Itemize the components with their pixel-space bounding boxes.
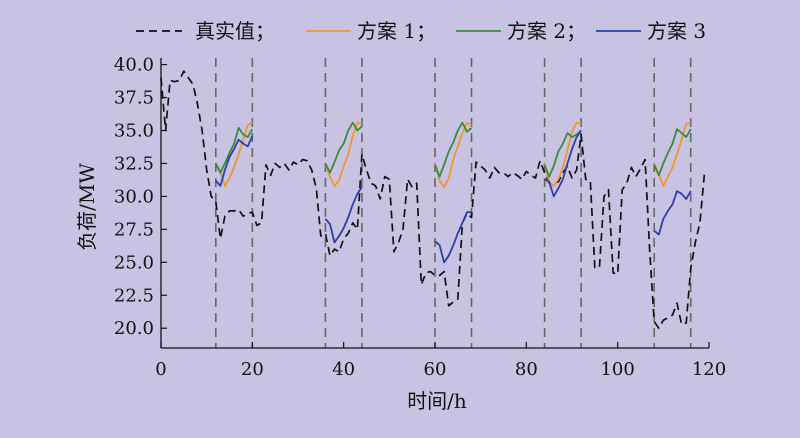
x-tick-label: 0 (155, 359, 166, 380)
y-axis-label: 负荷/MW (75, 163, 99, 251)
plot-series (160, 70, 706, 330)
series-2-line-3 (543, 129, 582, 178)
series-3-line-3 (544, 129, 582, 198)
series-3-line-1 (324, 186, 363, 244)
x-tick-label: 100 (600, 359, 634, 380)
y-tick-label: 32.5 (114, 153, 154, 174)
x-tick-label: 60 (424, 359, 447, 380)
series-3-line-4 (653, 190, 692, 236)
series-1-line-0 (214, 121, 253, 187)
legend-label-0: 真实值； (195, 19, 275, 43)
y-tick-label: 30.0 (114, 186, 154, 207)
series-2-line-4 (653, 128, 692, 177)
axes: 20.0 22.5 25.0 27.5 30.0 32.5 35.0 37.5 40.0 0 20 4… (114, 55, 726, 380)
x-tick-label: 40 (332, 359, 355, 380)
y-tick-label: 35.0 (114, 121, 154, 142)
series-1-line-3 (543, 121, 582, 187)
series-2-line-0 (214, 127, 254, 174)
x-tick-label: 120 (692, 359, 726, 380)
y-tick-label: 25.0 (114, 252, 154, 273)
legend-label-3: 方案 3 (647, 19, 706, 43)
x-axis-label: 时间/h (407, 389, 467, 413)
y-tick-label: 27.5 (114, 219, 154, 240)
series-3-line-0 (215, 135, 254, 187)
y-tick-label: 40.0 (114, 55, 154, 76)
series-1-line-4 (653, 121, 691, 187)
series-1-line-1 (324, 121, 363, 187)
legend-label-2: 方案 2； (507, 19, 586, 43)
y-tick-label: 22.5 (114, 285, 154, 306)
series-0-line-0 (160, 70, 706, 330)
legend: 真实值； 方案 1； 方案 2； 方案 3 (136, 19, 706, 43)
legend-label-1: 方案 1； (357, 19, 436, 43)
x-tick-label: 20 (241, 359, 264, 380)
y-tick-label: 37.5 (114, 88, 154, 109)
series-2-line-1 (324, 121, 363, 174)
series-1-line-2 (434, 121, 472, 189)
x-tick-label: 80 (515, 359, 538, 380)
series-3-line-2 (434, 211, 472, 264)
y-tick-label: 20.0 (114, 318, 154, 339)
series-2-line-2 (434, 121, 473, 178)
window-marker-lines (215, 58, 692, 348)
